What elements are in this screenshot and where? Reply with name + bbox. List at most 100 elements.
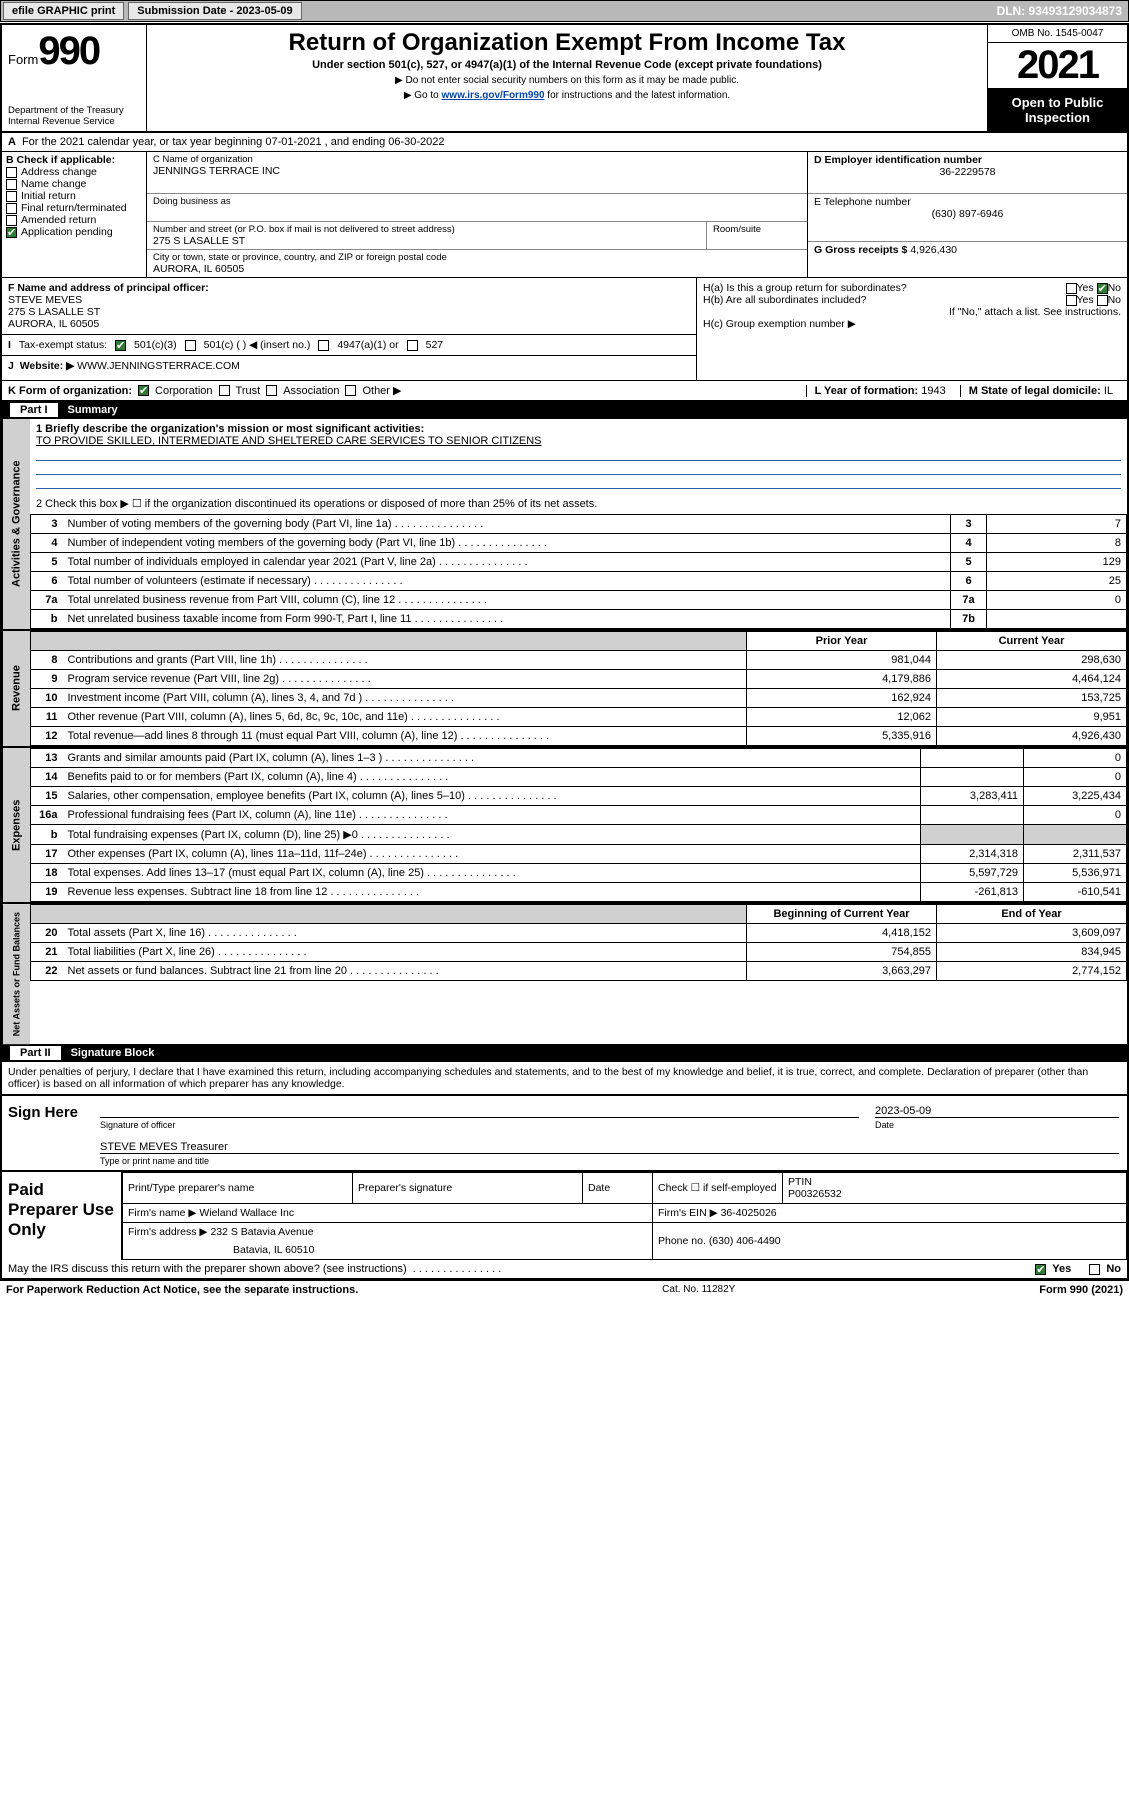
dba-label: Doing business as	[153, 196, 801, 207]
city-value: AURORA, IL 60505	[153, 263, 801, 275]
check-527[interactable]	[407, 340, 418, 351]
lbl-amended-return: Amended return	[21, 214, 96, 226]
prior-val	[921, 768, 1024, 787]
submission-date-button[interactable]: Submission Date - 2023-05-09	[128, 2, 301, 20]
check-amended-return[interactable]	[6, 215, 17, 226]
check-501c[interactable]	[185, 340, 196, 351]
line-no: 13	[31, 749, 63, 768]
irs-link[interactable]: www.irs.gov/Form990	[442, 90, 545, 101]
line-desc: Net assets or fund balances. Subtract li…	[63, 962, 747, 981]
hb-note: If "No," attach a list. See instructions…	[703, 306, 1121, 318]
check-address-change[interactable]	[6, 167, 17, 178]
lbl-ha-no: No	[1108, 282, 1121, 294]
prior-val: 5,597,729	[921, 864, 1024, 883]
sig-date: 2023-05-09	[875, 1105, 931, 1117]
box-e-label: E Telephone number	[814, 196, 1121, 208]
gross-receipts: 4,926,430	[910, 244, 957, 256]
line-a-text: For the 2021 calendar year, or tax year …	[22, 136, 445, 148]
line-val	[987, 610, 1127, 629]
line-val: 129	[987, 553, 1127, 572]
efile-button[interactable]: efile GRAPHIC print	[3, 2, 124, 20]
firm-addr1: 232 S Batavia Avenue	[210, 1226, 313, 1238]
line-a-tax-year: A For the 2021 calendar year, or tax yea…	[2, 133, 1127, 152]
check-assoc[interactable]	[266, 385, 277, 396]
sig-officer-caption: Signature of officer	[92, 1120, 867, 1130]
line-desc: Contributions and grants (Part VIII, lin…	[63, 651, 747, 670]
mission-text: TO PROVIDE SKILLED, INTERMEDIATE AND SHE…	[36, 435, 1121, 447]
line-no: 10	[31, 689, 63, 708]
check-final-return[interactable]	[6, 203, 17, 214]
prior-val	[921, 825, 1024, 845]
line-no: 17	[31, 845, 63, 864]
section-expenses: Expenses 13 Grants and similar amounts p…	[2, 748, 1127, 904]
firm-phone-label: Phone no.	[658, 1235, 706, 1247]
line-desc: Grants and similar amounts paid (Part IX…	[63, 749, 921, 768]
check-initial-return[interactable]	[6, 191, 17, 202]
lbl-address-change: Address change	[21, 166, 97, 178]
firm-name: Wieland Wallace Inc	[199, 1207, 294, 1219]
line-no: 19	[31, 883, 63, 902]
officer-addr2: AURORA, IL 60505	[8, 318, 690, 330]
line-no: 8	[31, 651, 63, 670]
check-other[interactable]	[345, 385, 356, 396]
note2-pre: ▶ Go to	[404, 90, 442, 101]
line-desc: Investment income (Part VIII, column (A)…	[63, 689, 747, 708]
check-trust[interactable]	[219, 385, 230, 396]
line-desc: Total fundraising expenses (Part IX, col…	[63, 825, 921, 845]
lbl-discuss-yes: Yes	[1052, 1263, 1071, 1275]
col-hdr-curr: Current Year	[937, 632, 1127, 651]
perjury-statement: Under penalties of perjury, I declare th…	[2, 1062, 1127, 1094]
curr-val: 298,630	[937, 651, 1127, 670]
curr-val: 4,926,430	[937, 727, 1127, 746]
form-990-page: Form990 Department of the Treasury Inter…	[0, 23, 1129, 1281]
line-box: 7b	[951, 610, 987, 629]
check-application-pending[interactable]	[6, 227, 17, 238]
revenue-table: Prior Year Current Year8 Contributions a…	[30, 631, 1127, 746]
open-public-inspection: Open to Public Inspection	[988, 89, 1127, 131]
domicile-state: IL	[1104, 385, 1113, 397]
line-no: b	[31, 825, 63, 845]
form-note-1: ▶ Do not enter social security numbers o…	[155, 75, 979, 86]
check-corp[interactable]	[138, 385, 149, 396]
discuss-text: May the IRS discuss this return with the…	[8, 1263, 407, 1275]
line-desc: Total expenses. Add lines 13–17 (must eq…	[63, 864, 921, 883]
check-501c3[interactable]	[115, 340, 126, 351]
lbl-ha-yes: Yes	[1077, 282, 1094, 294]
curr-val: 834,945	[937, 943, 1127, 962]
box-k-label: K Form of organization:	[8, 385, 132, 397]
check-name-change[interactable]	[6, 179, 17, 190]
governance-table: 3 Number of voting members of the govern…	[30, 514, 1127, 629]
box-l-label: L Year of formation:	[815, 385, 919, 397]
check-self-employed[interactable]: Check ☐ if self-employed	[653, 1173, 783, 1204]
col-hdr-curr: End of Year	[937, 905, 1127, 924]
line-no: 5	[31, 553, 63, 572]
prior-val: 4,418,152	[747, 924, 937, 943]
check-ha-yes[interactable]	[1066, 283, 1077, 294]
line-desc: Salaries, other compensation, employee b…	[63, 787, 921, 806]
check-hb-yes[interactable]	[1066, 295, 1077, 306]
discuss-row: May the IRS discuss this return with the…	[2, 1260, 1127, 1279]
lbl-assoc: Association	[283, 385, 339, 397]
prior-val: 12,062	[747, 708, 937, 727]
q2-text: 2 Check this box ▶ ☐ if the organization…	[30, 493, 1127, 514]
top-bar: efile GRAPHIC print Submission Date - 20…	[0, 0, 1129, 22]
form-number-990: 990	[38, 29, 99, 73]
expenses-table: 13 Grants and similar amounts paid (Part…	[30, 748, 1127, 902]
part-ii-label: Part II	[10, 1046, 61, 1060]
check-ha-no[interactable]	[1097, 283, 1108, 294]
line-no: 21	[31, 943, 63, 962]
prep-sig-hdr: Preparer's signature	[353, 1173, 583, 1204]
lbl-501c: 501(c) ( ) ◀ (insert no.)	[204, 339, 311, 351]
box-j-label: Website: ▶	[20, 360, 75, 372]
check-4947[interactable]	[318, 340, 329, 351]
check-discuss-yes[interactable]	[1035, 1264, 1046, 1275]
line-val: 25	[987, 572, 1127, 591]
sign-here-block: Sign Here Signature of officer 2023-05-0…	[2, 1094, 1127, 1170]
line-no: 16a	[31, 806, 63, 825]
check-discuss-no[interactable]	[1089, 1264, 1100, 1275]
line-desc: Total unrelated business revenue from Pa…	[63, 591, 951, 610]
street-label: Number and street (or P.O. box if mail i…	[153, 224, 700, 235]
line-no: 18	[31, 864, 63, 883]
check-hb-no[interactable]	[1097, 295, 1108, 306]
paid-preparer-block: Paid Preparer Use Only Print/Type prepar…	[2, 1170, 1127, 1260]
